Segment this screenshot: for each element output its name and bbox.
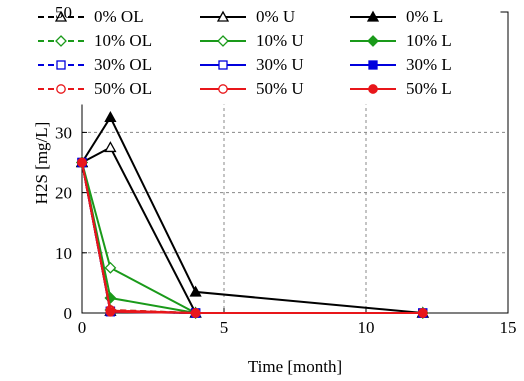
- legend-item-30pct-ol: 30% OL: [38, 55, 152, 74]
- series-line-50pct-u: [81, 162, 423, 314]
- y-tick-label: 0: [64, 304, 73, 323]
- legend: 0% OL 0% U 0% L 10% OL 10% U 10% L 30% OL 30% U…: [27, 7, 501, 105]
- legend-label: 0% L: [406, 7, 443, 26]
- series-line-0pct-l: [81, 115, 423, 314]
- data-point-50pct-l: [190, 308, 201, 318]
- series-line-50pct-l: [81, 162, 423, 314]
- series-50pct-l: [77, 157, 428, 318]
- legend-item-0pct-u: 0% U: [200, 7, 295, 26]
- x-tick-label: 5: [220, 318, 229, 337]
- legend-label: 10% OL: [94, 31, 152, 50]
- y-tick-label: 50: [55, 3, 72, 22]
- data-point-50pct-l: [77, 157, 87, 168]
- series-50pct-u: [77, 157, 428, 318]
- legend-swatch-marker: [367, 35, 379, 47]
- series-line-10pct-l: [81, 162, 423, 314]
- legend-item-50pct-l: 50% L: [350, 79, 452, 98]
- legend-item-10pct-l: 10% L: [350, 31, 452, 50]
- legend-swatch-marker: [218, 60, 228, 70]
- series-0pct-u: [75, 141, 429, 318]
- series-0pct-ol: [75, 156, 429, 318]
- series-10pct-u: [76, 156, 429, 319]
- series-group: [75, 111, 429, 319]
- series-30pct-ol: [77, 157, 428, 318]
- legend-item-30pct-u: 30% U: [200, 55, 304, 74]
- y-tick-label: 10: [55, 244, 72, 263]
- legend-label: 10% U: [256, 31, 304, 50]
- legend-label: 50% U: [256, 79, 304, 98]
- legend-swatch-marker: [216, 10, 230, 22]
- legend-label: 0% U: [256, 7, 295, 26]
- series-30pct-u: [77, 157, 428, 318]
- y-tick-label: 30: [55, 123, 72, 142]
- data-point-0pct-u: [104, 141, 117, 153]
- data-point-50pct-l: [105, 306, 116, 317]
- series-line-10pct-u: [81, 162, 423, 314]
- series-50pct-ol: [77, 157, 428, 318]
- y-axis-label: H2S [mg/L]: [32, 122, 51, 205]
- series-10pct-ol: [76, 156, 429, 319]
- series-line-30pct-u: [81, 162, 423, 314]
- legend-label: 30% U: [256, 55, 304, 74]
- legend-swatch-marker: [56, 60, 66, 70]
- data-point-50pct-l: [417, 308, 428, 318]
- series-line-0pct-ol: [81, 162, 423, 314]
- legend-swatch-marker: [218, 84, 228, 94]
- series-line-30pct-ol: [81, 162, 423, 314]
- legend-label: 50% OL: [94, 79, 152, 98]
- x-axis-label: Time [month]: [248, 357, 342, 376]
- y-tick-label: 20: [55, 184, 72, 203]
- legend-swatch-marker: [368, 60, 378, 70]
- legend-swatch-marker: [54, 10, 68, 22]
- x-tick-label: 10: [358, 318, 375, 337]
- legend-swatch-marker: [55, 35, 67, 47]
- legend-label: 0% OL: [94, 7, 144, 26]
- legend-item-0pct-l: 0% L: [350, 7, 443, 26]
- legend-item-30pct-l: 30% L: [350, 55, 452, 74]
- series-line-30pct-l: [81, 162, 423, 314]
- series-line-50pct-ol: [81, 162, 423, 314]
- legend-swatch-marker: [368, 84, 378, 94]
- legend-item-50pct-u: 50% U: [200, 79, 304, 98]
- legend-item-0pct-ol: 0% OL: [38, 7, 144, 26]
- series-0pct-l: [75, 111, 429, 318]
- data-point-0pct-l: [104, 111, 117, 122]
- legend-label: 50% L: [406, 79, 452, 98]
- legend-swatch-marker: [56, 84, 66, 94]
- legend-swatch-marker: [366, 10, 380, 22]
- data-point-0pct-l: [189, 285, 202, 297]
- series-line-0pct-u: [81, 146, 423, 314]
- series-10pct-l: [76, 156, 429, 319]
- series-line-10pct-ol: [81, 162, 423, 314]
- legend-swatch-marker: [217, 35, 229, 47]
- legend-label: 30% OL: [94, 55, 152, 74]
- legend-item-10pct-ol: 10% OL: [38, 31, 152, 50]
- x-tick-label: 0: [78, 318, 87, 337]
- legend-label: 30% L: [406, 55, 452, 74]
- series-30pct-l: [77, 157, 428, 318]
- legend-item-10pct-u: 10% U: [200, 31, 304, 50]
- x-tick-label: 15: [500, 318, 517, 337]
- legend-item-50pct-ol: 50% OL: [38, 79, 152, 98]
- legend-label: 10% L: [406, 31, 452, 50]
- data-point-10pct-u: [104, 261, 117, 274]
- legend-box: [27, 7, 501, 105]
